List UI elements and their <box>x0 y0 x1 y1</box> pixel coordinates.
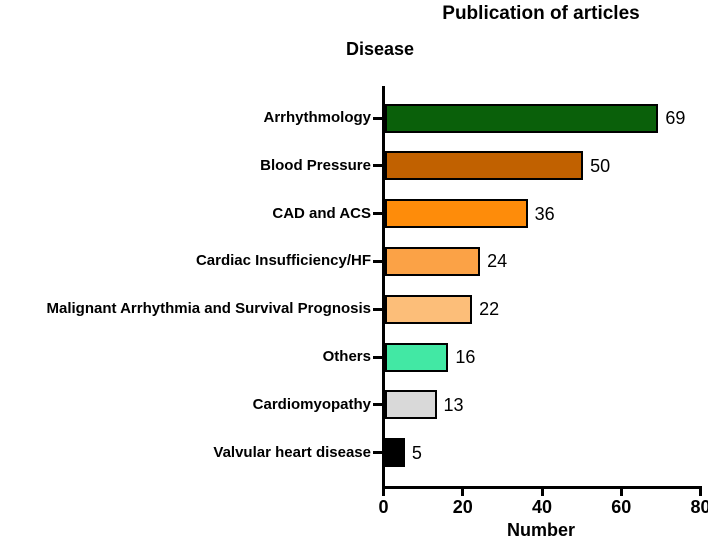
bar <box>385 438 405 468</box>
bar-value-label: 24 <box>487 251 508 272</box>
x-axis-tick <box>461 489 465 496</box>
bar-value-label: 16 <box>455 347 476 367</box>
category-label: Blood Pressure <box>260 156 371 174</box>
x-axis-tick-label: 20 <box>452 497 473 517</box>
bar <box>385 199 528 229</box>
x-axis-tick-label: 60 <box>611 497 632 517</box>
y-axis-title: Disease <box>345 39 415 59</box>
x-axis-tick <box>540 489 544 496</box>
bar-value-label: 50 <box>590 155 611 176</box>
plot-area <box>382 86 702 489</box>
bar-value-label: 5 <box>411 442 422 463</box>
category-label: Arrhythmology <box>263 109 371 126</box>
bar <box>385 390 437 420</box>
x-axis-tick-label: 80 <box>690 497 708 517</box>
bar <box>385 342 449 372</box>
category-tick <box>373 164 382 168</box>
bar <box>385 246 481 276</box>
category-tick <box>373 212 382 216</box>
category-tick <box>373 451 382 455</box>
x-axis-tick-label: 40 <box>531 497 553 517</box>
bar-value-label: 36 <box>534 203 555 224</box>
x-axis-tick <box>382 489 385 496</box>
bar <box>385 103 659 133</box>
category-tick <box>373 355 382 359</box>
category-tick <box>373 307 382 311</box>
category-label: CAD and ACS <box>272 204 371 222</box>
x-axis-tick <box>699 489 702 496</box>
bar <box>385 151 584 181</box>
chart-title: Publication of articles <box>442 3 640 24</box>
bar-value-label: 13 <box>443 394 464 415</box>
category-label: Cardiomyopathy <box>252 395 371 413</box>
x-axis-title: Number <box>506 520 575 540</box>
category-label: Others <box>322 348 371 365</box>
bar <box>385 294 473 324</box>
x-axis-tick-label: 0 <box>378 497 389 517</box>
bar-value-label: 69 <box>665 108 686 128</box>
category-label: Malignant Arrhythmia and Survival Progno… <box>46 300 371 318</box>
category-tick <box>373 403 382 407</box>
category-tick <box>373 116 382 120</box>
x-axis-tick <box>619 489 623 496</box>
category-tick <box>373 259 382 263</box>
category-label: Valvular heart disease <box>213 443 371 461</box>
bar-value-label: 22 <box>479 299 500 320</box>
category-label: Cardiac Insufficiency/HF <box>195 252 371 270</box>
